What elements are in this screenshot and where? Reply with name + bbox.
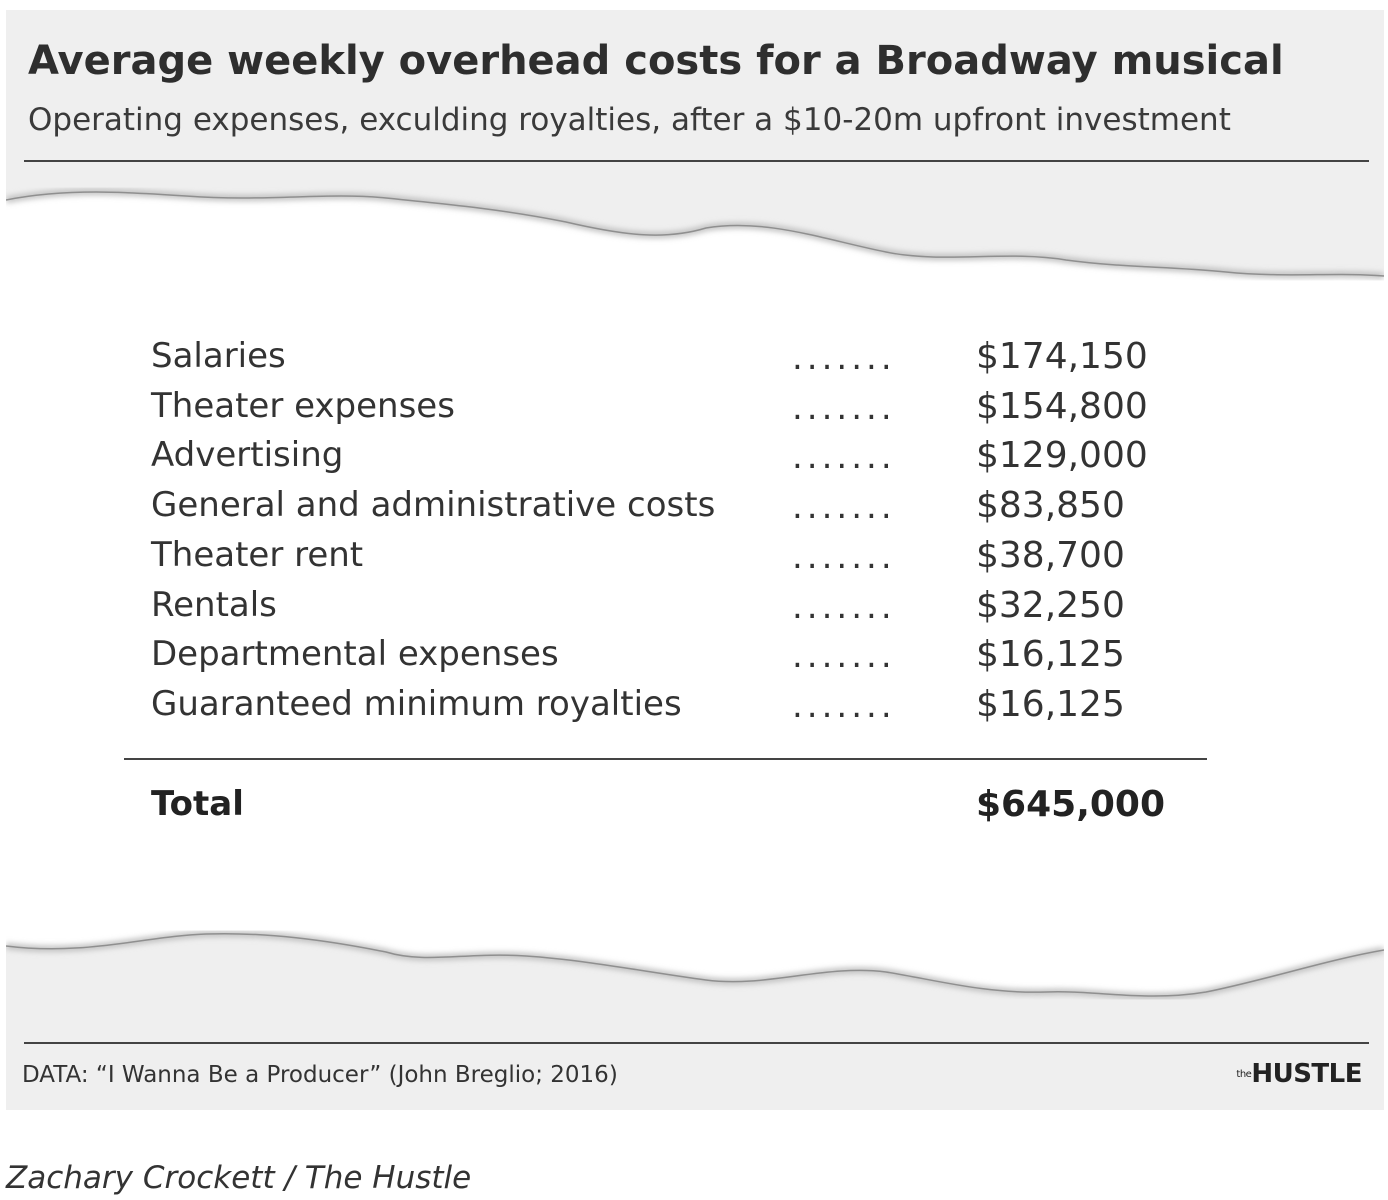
row-value: $32,250: [976, 585, 1125, 626]
row-value: $38,700: [976, 535, 1125, 576]
dot-leader: .......: [792, 636, 896, 676]
hustle-logo: theHUSTLE: [1236, 1059, 1362, 1089]
dot-leader: .......: [792, 686, 896, 726]
table-row: Salaries....... $174,150: [6, 336, 1384, 384]
dot-leader: .......: [792, 537, 896, 577]
source-note: DATA: “I Wanna Be a Producer” (John Breg…: [22, 1062, 618, 1088]
dot-leader: .......: [792, 587, 896, 627]
table-row: Guaranteed minimum royalties....... $16,1…: [6, 684, 1384, 732]
total-value: $645,000: [976, 784, 1166, 825]
top-rule: [24, 160, 1369, 162]
table-row: Advertising....... $129,000: [6, 435, 1384, 483]
row-label: Guaranteed minimum royalties: [151, 684, 682, 724]
row-label: Rentals: [151, 585, 277, 625]
row-label: Theater expenses: [151, 386, 455, 426]
dot-leader: .......: [792, 437, 896, 477]
row-value: $16,125: [976, 634, 1125, 675]
chart-card: Average weekly overhead costs for a Broa…: [6, 10, 1384, 1110]
image-credit: Zachary Crockett / The Hustle: [6, 1160, 472, 1196]
row-label: Salaries: [151, 336, 286, 376]
total-rule: [124, 758, 1207, 760]
brand-prefix: the: [1236, 1069, 1252, 1080]
dot-leader: .......: [792, 487, 896, 527]
dot-leader: .......: [792, 388, 896, 428]
table-row: Departmental expenses....... $16,125: [6, 634, 1384, 682]
table-row: Rentals....... $32,250: [6, 585, 1384, 633]
total-label: Total: [151, 784, 244, 824]
row-label: Theater rent: [151, 535, 364, 575]
total-row: Total $645,000: [6, 784, 1384, 832]
dot-leader: .......: [792, 338, 896, 378]
row-label: General and administrative costs: [151, 485, 716, 525]
row-value: $174,150: [976, 336, 1148, 377]
row-label: Departmental expenses: [151, 634, 559, 674]
torn-paper-sheet: [6, 189, 1384, 1000]
row-value: $129,000: [976, 435, 1148, 476]
table-row: Theater expenses....... $154,800: [6, 386, 1384, 434]
chart-subtitle: Operating expenses, exculding royalties,…: [28, 102, 1231, 138]
row-value: $83,850: [976, 485, 1125, 526]
table-row: General and administrative costs....... $…: [6, 485, 1384, 533]
brand-name: HUSTLE: [1251, 1059, 1362, 1089]
row-value: $16,125: [976, 684, 1125, 725]
row-label: Advertising: [151, 435, 344, 475]
bottom-rule: [24, 1042, 1369, 1044]
row-value: $154,800: [976, 386, 1148, 427]
table-row: Theater rent....... $38,700: [6, 535, 1384, 583]
chart-title: Average weekly overhead costs for a Broa…: [28, 38, 1284, 84]
